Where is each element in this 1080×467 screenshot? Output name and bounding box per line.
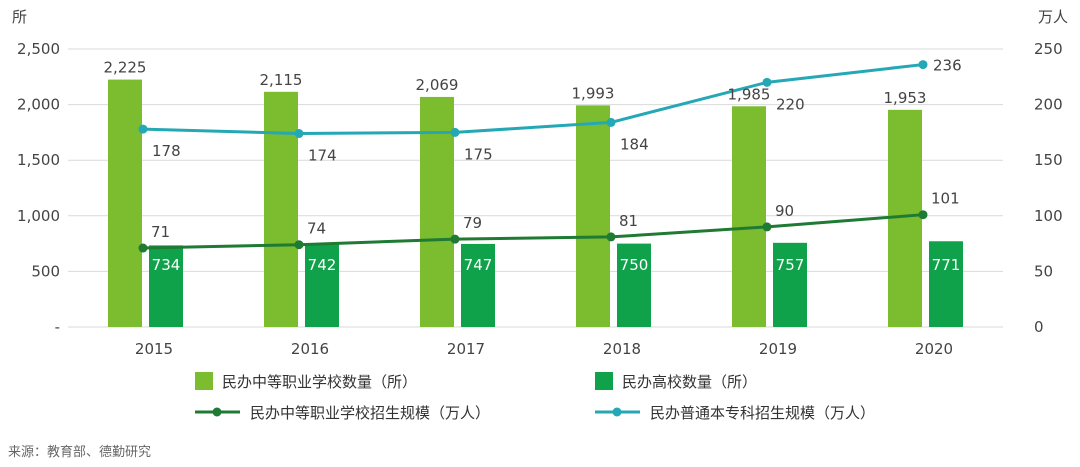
line-undergrad-enrollment	[142, 63, 924, 136]
gridlines	[68, 48, 1003, 328]
bar-private-universities	[617, 243, 651, 327]
data-label-vocational-schools: 1,985	[728, 85, 771, 103]
bar-private-universities	[149, 245, 183, 327]
bar-vocational-schools	[108, 79, 142, 327]
right-axis-tick-label: 100	[1034, 207, 1063, 225]
bars	[108, 79, 963, 327]
marker-undergrad-enrollment	[450, 127, 460, 137]
line-vocational-enrollment	[142, 213, 924, 250]
left-axis-tick-label: 1,500	[17, 151, 60, 169]
marker-undergrad-enrollment	[138, 124, 148, 134]
data-label-undergrad-enrollment: 220	[776, 95, 805, 113]
right-axis-tick-label: 50	[1034, 262, 1053, 280]
source-note: 来源：教育部、德勤研究	[8, 444, 151, 460]
left-axis-tick-label: 2,500	[17, 40, 60, 58]
x-axis-tick-label: 2015	[135, 340, 173, 358]
data-label-undergrad-enrollment: 184	[620, 135, 649, 153]
left-axis-tick-label: -	[55, 318, 60, 336]
marker-vocational-enrollment	[918, 210, 928, 220]
data-label-vocational-enrollment: 79	[463, 214, 482, 232]
marker-vocational-enrollment	[762, 222, 772, 232]
left-axis-tick-label: 500	[31, 262, 60, 280]
marker-undergrad-enrollment	[294, 129, 304, 139]
x-axis-tick-label: 2017	[447, 340, 485, 358]
data-label-vocational-enrollment: 81	[619, 212, 638, 230]
lines	[138, 60, 928, 253]
right-axis-unit: 万人	[1038, 8, 1068, 26]
data-label-private-universities: 747	[464, 256, 493, 274]
data-label-vocational-enrollment: 101	[931, 190, 960, 208]
data-label-vocational-schools: 2,069	[416, 76, 459, 94]
data-label-private-universities: 757	[776, 256, 805, 274]
bar-private-universities	[929, 241, 963, 327]
data-label-private-universities: 742	[308, 256, 337, 274]
data-label-undergrad-enrollment: 236	[933, 57, 962, 75]
left-axis-tick-label: 1,000	[17, 207, 60, 225]
legend-swatch-vocational-schools	[195, 372, 213, 390]
x-axis-tick-label: 2020	[915, 340, 953, 358]
data-label-vocational-schools: 1,993	[572, 84, 615, 102]
legend-marker-undergrad-enrollment	[612, 407, 622, 417]
bar-private-universities	[305, 244, 339, 327]
bar-vocational-schools	[264, 91, 298, 327]
data-label-undergrad-enrollment: 175	[464, 145, 493, 163]
bar-private-universities	[773, 242, 807, 327]
data-label-private-universities: 750	[620, 256, 649, 274]
legend-label-vocational-schools: 民办中等职业学校数量（所）	[222, 373, 417, 391]
data-label-vocational-schools: 1,953	[884, 89, 927, 107]
legend-label-private-universities: 民办高校数量（所）	[622, 373, 757, 391]
x-axis-tick-label: 2016	[291, 340, 329, 358]
bar-vocational-schools	[732, 106, 766, 327]
left-axis-unit: 所	[12, 8, 27, 26]
right-axis-tick-label: 250	[1034, 40, 1063, 58]
marker-undergrad-enrollment	[918, 60, 928, 70]
legend-marker-vocational-enrollment	[212, 407, 222, 417]
legend-swatch-private-universities	[595, 372, 613, 390]
data-label-vocational-schools: 2,115	[260, 71, 303, 89]
x-axis-tick-label: 2018	[603, 340, 641, 358]
bar-vocational-schools	[420, 96, 454, 327]
data-label-vocational-schools: 2,225	[104, 59, 147, 77]
marker-vocational-enrollment	[450, 234, 460, 244]
marker-undergrad-enrollment	[606, 117, 616, 127]
marker-undergrad-enrollment	[762, 77, 772, 87]
data-label-vocational-enrollment: 71	[151, 223, 170, 241]
left-axis-tick-label: 2,000	[17, 96, 60, 114]
bar-private-universities	[461, 243, 495, 327]
marker-vocational-enrollment	[294, 240, 304, 250]
legend: 民办中等职业学校数量（所） 民办高校数量（所） 民办中等职业学校招生规模（万人）…	[195, 372, 875, 422]
data-label-private-universities: 771	[932, 256, 961, 274]
bar-vocational-schools	[576, 105, 610, 327]
legend-label-vocational-enrollment: 民办中等职业学校招生规模（万人）	[250, 404, 490, 422]
data-label-undergrad-enrollment: 178	[152, 142, 181, 160]
marker-vocational-enrollment	[606, 232, 616, 242]
marker-vocational-enrollment	[138, 243, 148, 253]
axes: 所 万人 - 500 1,000 1,500 2,000 2,500 0 50 100 150 20…	[12, 8, 1068, 358]
legend-label-undergrad-enrollment: 民办普通本专科招生规模（万人）	[650, 404, 875, 422]
x-axis-tick-label: 2019	[759, 340, 797, 358]
data-label-vocational-enrollment: 90	[775, 202, 794, 220]
right-axis-tick-label: 0	[1034, 318, 1044, 336]
right-axis-tick-label: 150	[1034, 151, 1063, 169]
right-axis-tick-label: 200	[1034, 96, 1063, 114]
data-label-vocational-enrollment: 74	[307, 220, 326, 238]
data-label-private-universities: 734	[152, 256, 181, 274]
data-label-undergrad-enrollment: 174	[308, 147, 337, 165]
